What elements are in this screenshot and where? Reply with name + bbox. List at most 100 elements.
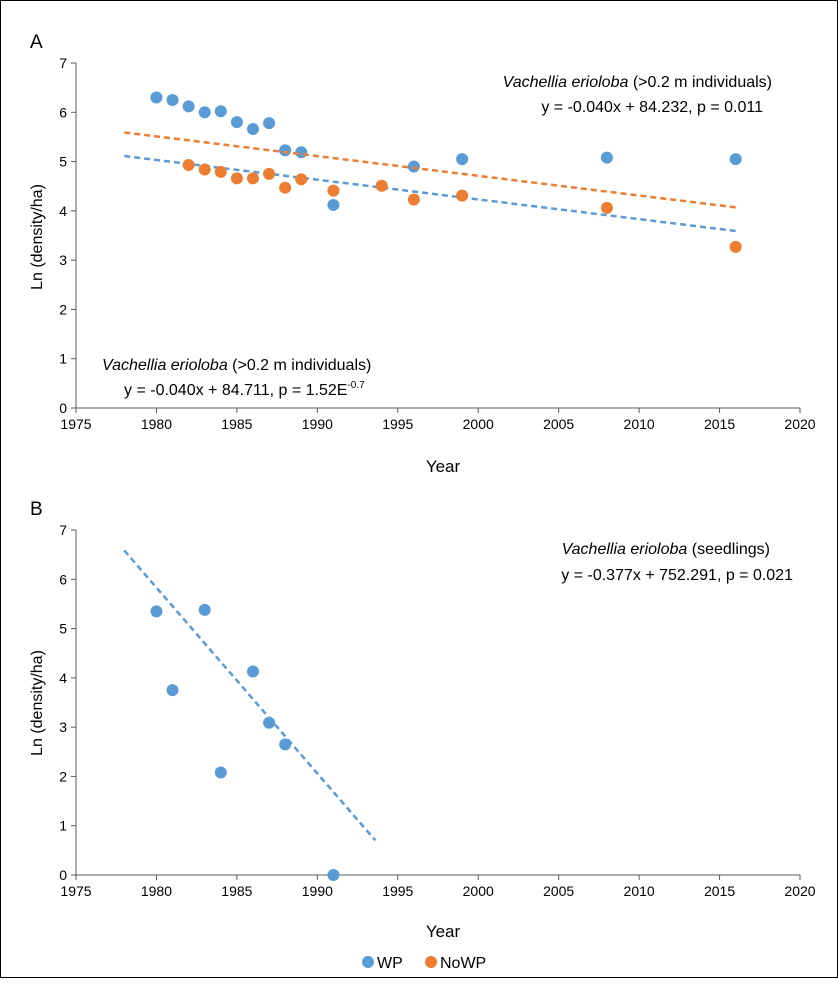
data-point-wp (246, 665, 259, 678)
data-point-nowp (729, 240, 742, 253)
panel-b: B 0 1 2 3 4 5 6 7 1975 1980 1985 1990 1995 2000 2005 20… (29, 499, 816, 941)
species-qualifier: (>0.2 m individuals) (228, 357, 372, 374)
y-tick-label: 4 (59, 203, 67, 219)
trendline-wp (124, 154, 736, 233)
data-point-nowp (327, 184, 340, 197)
x-axis-label: Year (426, 922, 461, 941)
data-point-nowp (600, 201, 613, 214)
data-point-nowp (456, 189, 469, 202)
data-point-nowp (182, 159, 195, 172)
x-tick-label: 2020 (784, 883, 815, 899)
data-point-wp (150, 605, 163, 618)
trendline-wp (123, 549, 377, 842)
data-point-wp (166, 93, 179, 106)
legend-marker-wp (362, 956, 374, 968)
species-name: Vachellia erioloba (562, 541, 688, 558)
x-tick-label: 1990 (302, 883, 333, 899)
y-axis-label: Ln (density/ha) (29, 184, 46, 290)
y-tick-label: 4 (59, 670, 67, 686)
x-tick-label: 2015 (704, 883, 735, 899)
species-name: Vachellia erioloba (102, 357, 228, 374)
annotation-equation: y = -0.040x + 84.711, p = 1.52E-0.7 (124, 380, 365, 399)
x-tick-label: 2020 (784, 416, 815, 432)
data-point-wp (600, 151, 613, 164)
annotation-species-line: Vachellia erioloba (seedlings) (562, 541, 770, 558)
x-tick-label: 1980 (141, 883, 172, 899)
panel-a: A 0 1 2 3 4 5 6 7 1975 1980 1985 1990 1995 2000 2005 20… (29, 32, 816, 476)
data-point-wp (279, 738, 292, 751)
data-point-nowp (230, 172, 243, 185)
y-tick-label: 6 (59, 571, 67, 587)
data-point-wp (279, 144, 292, 157)
annotation-species-line: Vachellia erioloba (>0.2 m individuals) (102, 357, 371, 374)
panel-label: A (30, 32, 43, 53)
plot-area: 0 1 2 3 4 5 6 7 1975 1980 1985 1990 1995 2000 2005 2010… (59, 55, 816, 432)
x-tick-label: 1995 (382, 883, 413, 899)
x-tick-label: 1980 (141, 416, 172, 432)
y-tick-label: 3 (59, 719, 67, 735)
x-tick-label: 1990 (302, 416, 333, 432)
y-axis-label: Ln (density/ha) (29, 650, 46, 756)
data-point-nowp (198, 163, 211, 176)
x-tick-label: 2000 (463, 416, 494, 432)
y-tick-label: 7 (59, 55, 67, 71)
equation-text: y = -0.040x + 84.711, p = 1.52E (124, 382, 347, 399)
legend-label-wp: WP (377, 955, 403, 972)
trendline-nowp (124, 131, 736, 209)
y-tick-label: 2 (59, 301, 67, 317)
y-tick-label: 2 (59, 768, 67, 784)
legend-label-nowp: NoWP (440, 955, 486, 972)
x-tick-label: 2000 (463, 883, 494, 899)
data-point-wp (214, 105, 227, 118)
data-point-wp (182, 100, 195, 113)
x-tick-label: 1975 (60, 416, 91, 432)
data-point-wp (198, 106, 211, 119)
data-point-wp (246, 123, 259, 136)
annotation-species-line: Vachellia erioloba (>0.2 m individuals) (503, 74, 772, 91)
legend: WP NoWP (362, 955, 486, 972)
legend-marker-nowp (425, 956, 437, 968)
data-point-wp (214, 766, 227, 779)
y-tick-label: 5 (59, 154, 67, 170)
x-tick-label: 2005 (543, 883, 574, 899)
p-exponent: -0.7 (347, 380, 365, 391)
data-point-wp (407, 160, 420, 173)
data-point-wp (327, 198, 340, 211)
annotation-equation: y = -0.377x + 752.291, p = 0.021 (561, 567, 793, 584)
species-name: Vachellia erioloba (503, 74, 629, 91)
x-tick-label: 1985 (221, 416, 252, 432)
species-qualifier: (seedlings) (687, 541, 770, 558)
data-point-nowp (214, 165, 227, 178)
y-tick-label: 0 (59, 867, 67, 883)
species-qualifier: (>0.2 m individuals) (628, 74, 772, 91)
y-tick-label: 7 (59, 522, 67, 538)
legend-item-wp: WP (362, 955, 403, 972)
data-point-wp (327, 869, 340, 881)
x-axis-label: Year (426, 457, 461, 476)
data-point-wp (263, 716, 276, 729)
y-tick-label: 5 (59, 621, 67, 637)
data-point-wp (456, 153, 469, 166)
data-point-wp (295, 146, 308, 159)
legend-item-nowp: NoWP (425, 955, 486, 972)
x-tick-label: 2015 (704, 416, 735, 432)
data-point-nowp (246, 172, 259, 185)
x-tick-label: 1995 (382, 416, 413, 432)
panel-label: B (30, 499, 43, 520)
y-tick-label: 1 (59, 351, 67, 367)
x-tick-label: 2005 (543, 416, 574, 432)
data-point-nowp (375, 179, 388, 192)
data-point-wp (198, 603, 211, 616)
x-tick-label: 2010 (624, 883, 655, 899)
y-tick-label: 3 (59, 252, 67, 268)
y-tick-label: 0 (59, 400, 67, 416)
data-point-wp (263, 117, 276, 130)
x-tick-label: 2010 (624, 416, 655, 432)
data-point-wp (150, 91, 163, 104)
data-point-nowp (295, 173, 308, 186)
x-tick-label: 1975 (60, 883, 91, 899)
annotation-equation: y = -0.040x + 84.232, p = 0.011 (541, 99, 763, 116)
data-point-wp (166, 684, 179, 697)
x-tick-label: 1985 (221, 883, 252, 899)
